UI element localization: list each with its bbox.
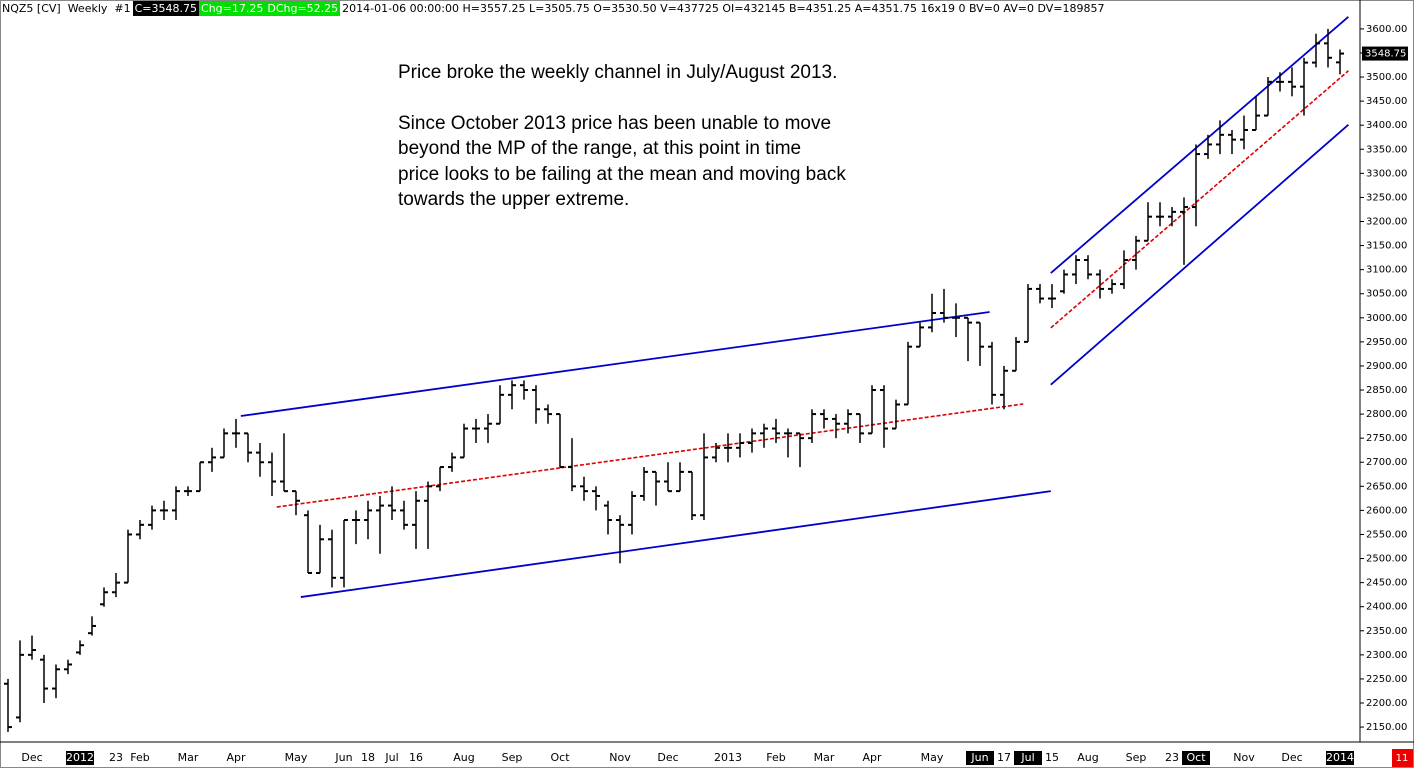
y-tick-label: 2950.00 [1366, 337, 1407, 348]
y-tick-label: 2500.00 [1366, 554, 1407, 565]
y-tick-label: 2300.00 [1366, 650, 1407, 661]
y-tick-label: 3500.00 [1366, 72, 1407, 83]
y-tick-label: 2800.00 [1366, 409, 1407, 420]
change-badge: Chg=17.25 [199, 0, 266, 16]
x-tick-label: Jul [384, 751, 398, 764]
y-tick-label: 3600.00 [1366, 24, 1407, 35]
x-tick-label: Apr [226, 751, 246, 764]
x-label-highlight [1182, 751, 1210, 765]
x-tick-label: Dec [21, 751, 42, 764]
x-label-highlight [66, 751, 94, 765]
y-tick-label: 2250.00 [1366, 674, 1407, 685]
x-tick-label: 2012 [66, 751, 94, 764]
trend-line [240, 311, 990, 417]
x-tick-label: 16 [409, 751, 423, 764]
x-label-highlight [966, 751, 994, 765]
x-tick-label: 2013 [714, 751, 742, 764]
y-tick-label: 3100.00 [1366, 265, 1407, 276]
x-tick-label: Sep [1126, 751, 1147, 764]
y-tick-label: 3350.00 [1366, 144, 1407, 155]
annotation: Price broke the weekly channel in July/A… [398, 60, 846, 238]
x-tick-label: Feb [130, 751, 149, 764]
x-tick-label: Mar [814, 751, 835, 764]
y-tick-label: 2850.00 [1366, 385, 1407, 396]
annotation-line: beyond the MP of the range, at this poin… [398, 138, 802, 159]
quote-info: 2014-01-06 00:00:00 H=3557.25 L=3505.75 … [342, 1, 1105, 15]
x-tick-label: Nov [609, 751, 631, 764]
y-tick-label: 2150.00 [1366, 722, 1407, 733]
x-tick-label: Sep [502, 751, 523, 764]
y-tick-label: 3250.00 [1366, 192, 1407, 203]
y-tick-label: 2400.00 [1366, 602, 1407, 613]
x-tick-label: Jun [334, 751, 352, 764]
y-tick-label: 2350.00 [1366, 626, 1407, 637]
y-tick-label: 3450.00 [1366, 96, 1407, 107]
x-tick-label: Aug [1077, 751, 1098, 764]
y-tick-label: 3300.00 [1366, 168, 1407, 179]
x-tick-label: 2014 [1326, 751, 1354, 764]
x-tick-label: Oct [550, 751, 570, 764]
x-tick-label: Dec [657, 751, 678, 764]
annotation-line: towards the upper extreme. [398, 189, 630, 210]
symbol: NQZ5 [CV] Weekly #1 [2, 1, 131, 15]
y-tick-label: 3400.00 [1366, 120, 1407, 131]
annotation-paragraph: Since October 2013 price has been unable… [398, 111, 846, 213]
x-tick-label: Mar [178, 751, 199, 764]
x-tick-label: Nov [1233, 751, 1255, 764]
last-price-label: 3548.75 [1365, 49, 1406, 60]
last-price-box [1362, 46, 1408, 61]
annotation-line: Since October 2013 price has been unable… [398, 112, 832, 134]
x-tick-label: May [921, 751, 944, 764]
x-tick-label: 18 [361, 751, 375, 764]
x-tick-label: May [285, 751, 308, 764]
y-tick-label: 3050.00 [1366, 289, 1407, 300]
x-label-highlight [1014, 751, 1042, 765]
x-tick-label: Apr [862, 751, 882, 764]
y-tick-label: 2650.00 [1366, 481, 1407, 492]
header: NQZ5 [CV] Weekly #1 C=3548.75 Chg=17.25 … [0, 0, 1106, 16]
x-tick-label: 23 [1165, 751, 1179, 764]
trend-line [1050, 70, 1349, 329]
y-tick-label: 2700.00 [1366, 457, 1407, 468]
y-tick-label: 3000.00 [1366, 313, 1407, 324]
y-tick-label: 2600.00 [1366, 505, 1407, 516]
close-badge: C=3548.75 [132, 0, 200, 16]
x-tick-label: Jun [970, 751, 988, 764]
y-tick-label: 2550.00 [1366, 529, 1407, 540]
corner-badge: 11 [1396, 753, 1409, 764]
annotation-paragraph: Price broke the weekly channel in July/A… [398, 60, 846, 86]
x-tick-label: Oct [1186, 751, 1206, 764]
corner-badge-box [1392, 749, 1413, 767]
y-tick-label: 3200.00 [1366, 216, 1407, 227]
x-tick-label: Dec [1281, 751, 1302, 764]
x-tick-label: 17 [997, 751, 1011, 764]
trend-line [276, 403, 1024, 508]
annotation-line: Price broke the weekly channel in July/A… [398, 62, 838, 83]
y-tick-label: 2200.00 [1366, 698, 1407, 709]
daily-change-badge: DChg=52.25 [265, 0, 341, 16]
y-tick-label: 3150.00 [1366, 241, 1407, 252]
x-tick-label: 15 [1045, 751, 1059, 764]
trend-line [1050, 16, 1349, 274]
annotation-line: price looks to be failing at the mean an… [398, 163, 846, 185]
x-tick-label: 23 [109, 751, 123, 764]
trend-line [300, 490, 1051, 598]
y-tick-label: 2900.00 [1366, 361, 1407, 372]
trend-line [1050, 124, 1349, 386]
y-tick-label: 2750.00 [1366, 433, 1407, 444]
x-tick-label: Jul [1020, 751, 1034, 764]
x-tick-label: Aug [453, 751, 474, 764]
y-tick-label: 2450.00 [1366, 578, 1407, 589]
x-tick-label: Feb [766, 751, 785, 764]
x-label-highlight [1326, 751, 1354, 765]
